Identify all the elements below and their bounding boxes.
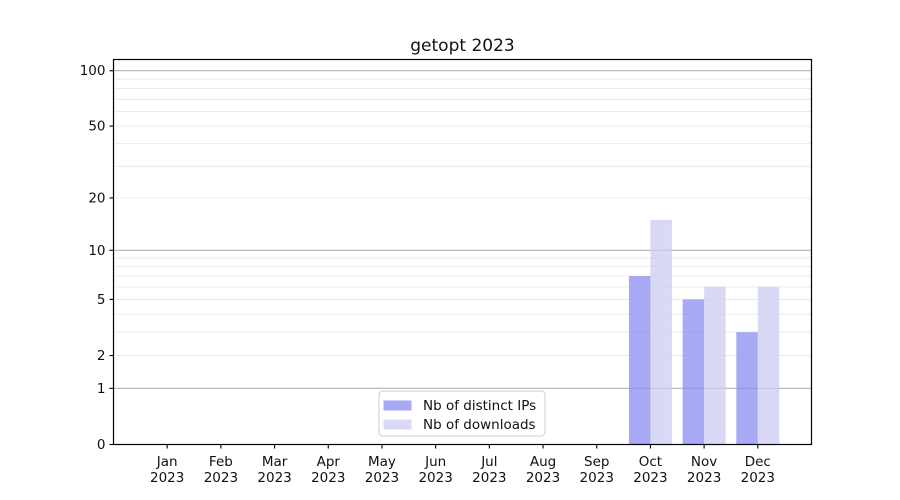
x-tick-label: Dec 2023 xyxy=(741,454,775,486)
bar-nb-of-downloads xyxy=(650,219,672,445)
x-tick-label: Apr 2023 xyxy=(311,454,345,486)
x-tick-label: Aug 2023 xyxy=(526,454,560,486)
legend-label: Nb of downloads xyxy=(423,417,536,433)
axis-ticks xyxy=(109,70,759,449)
legend-box xyxy=(378,390,546,437)
axis-tick-labels: 0 1 2 5 10 20 50 100 Jan 2023 Feb 2023 Mar 2023 Apr 202… xyxy=(80,63,775,486)
y-tick-label: 10 xyxy=(88,243,105,259)
x-tick-label: Jun 2023 xyxy=(418,454,452,486)
x-tick-label: Jan 2023 xyxy=(150,454,184,486)
y-tick-label: 2 xyxy=(97,348,106,364)
bar-nb-of-distinct-ips xyxy=(736,332,758,445)
bar-nb-of-distinct-ips xyxy=(628,276,651,445)
chart-title: getopt 2023 xyxy=(410,36,514,56)
legend-label: Nb of distinct IPs xyxy=(423,398,536,414)
y-tick-label: 5 xyxy=(97,292,106,308)
x-tick-label: Nov 2023 xyxy=(687,454,721,486)
x-tick-label: Sep 2023 xyxy=(580,454,614,486)
legend-swatch xyxy=(383,419,412,430)
bar-nb-of-downloads xyxy=(757,286,780,445)
y-tick-label: 20 xyxy=(88,190,105,206)
x-tick-label: May 2023 xyxy=(365,454,399,486)
legend-swatch xyxy=(383,400,412,411)
bar-nb-of-downloads xyxy=(704,286,726,445)
x-tick-label: Jul 2023 xyxy=(472,454,506,486)
bar-groups xyxy=(628,219,780,445)
y-tick-label: 100 xyxy=(80,63,106,79)
bar-nb-of-distinct-ips xyxy=(682,299,705,445)
x-tick-label: Oct 2023 xyxy=(633,454,667,486)
minor-gridlines xyxy=(113,78,812,356)
y-tick-label: 1 xyxy=(97,381,106,397)
plot-border xyxy=(112,58,813,446)
y-tick-label: 50 xyxy=(88,119,105,135)
plot-frame xyxy=(112,58,813,446)
y-tick-label: 0 xyxy=(97,437,106,453)
x-tick-label: Mar 2023 xyxy=(257,454,291,486)
x-tick-label: Feb 2023 xyxy=(204,454,238,486)
legend: Nb of distinct IPs Nb of downloads xyxy=(378,390,546,437)
